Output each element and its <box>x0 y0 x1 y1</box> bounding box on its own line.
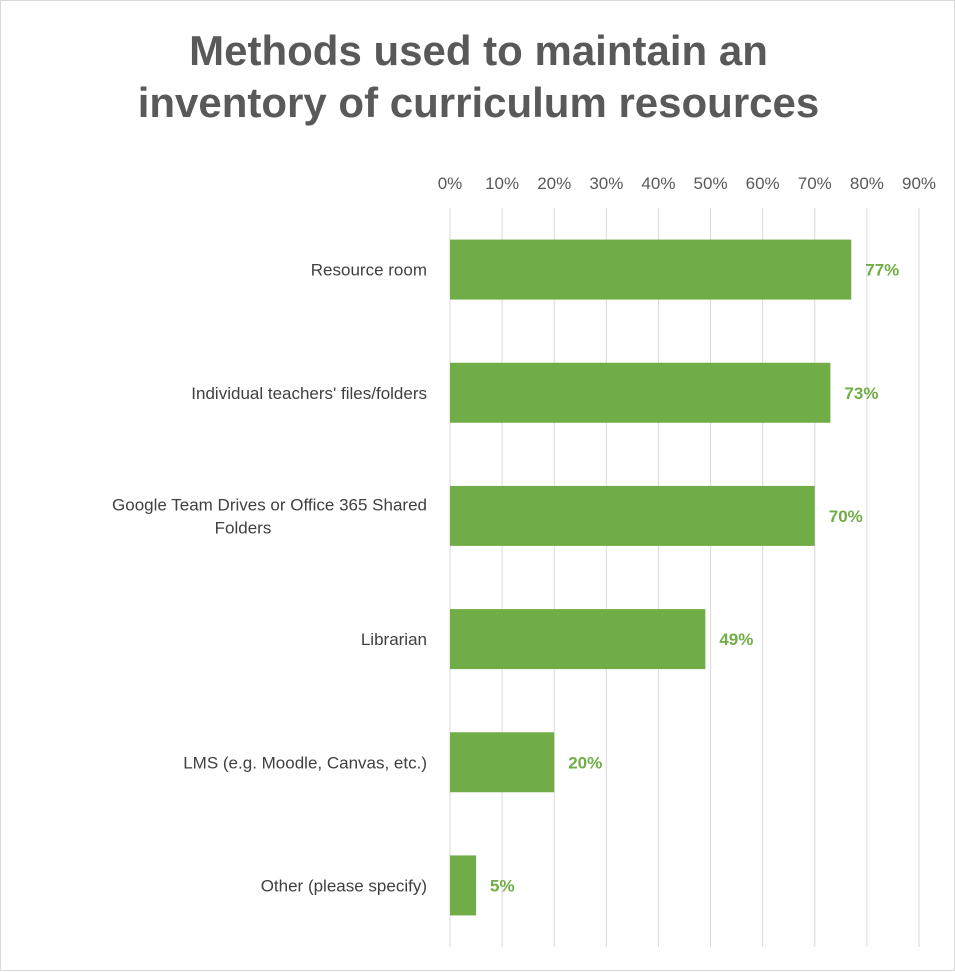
category-label: Other (please specify) <box>261 876 427 895</box>
category-label: Google Team Drives or Office 365 Shared <box>112 495 427 514</box>
gridlines <box>450 208 919 947</box>
category-label: LMS (e.g. Moodle, Canvas, etc.) <box>183 753 427 772</box>
category-label: Librarian <box>361 630 427 649</box>
bar <box>450 240 851 300</box>
x-tick-label: 20% <box>537 174 571 193</box>
x-tick-label: 30% <box>589 174 623 193</box>
category-labels: Resource room Individual teachers' files/… <box>112 261 427 896</box>
x-tick-label: 70% <box>798 174 832 193</box>
x-tick-label: 80% <box>850 174 884 193</box>
data-label: 20% <box>568 753 602 772</box>
data-label: 70% <box>829 507 863 526</box>
x-tick-label: 60% <box>746 174 780 193</box>
x-tick-label: 10% <box>485 174 519 193</box>
x-tick-label: 40% <box>641 174 675 193</box>
x-axis-ticks: 0% 10% 20% 30% 40% 50% 60% 70% 80% 90% <box>438 174 936 193</box>
data-label: 73% <box>844 384 878 403</box>
category-label: Individual teachers' files/folders <box>191 384 427 403</box>
bar <box>450 855 476 915</box>
bar <box>450 732 554 792</box>
bar <box>450 609 705 669</box>
data-labels: 77% 73% 70% 49% 20% 5% <box>490 261 899 896</box>
bar <box>450 486 815 546</box>
x-tick-label: 90% <box>902 174 936 193</box>
bars <box>450 240 851 916</box>
x-tick-label: 0% <box>438 174 463 193</box>
data-label: 77% <box>865 261 899 280</box>
category-label: Resource room <box>311 261 427 280</box>
x-tick-label: 50% <box>694 174 728 193</box>
category-label: Folders <box>215 518 272 537</box>
data-label: 49% <box>719 630 753 649</box>
bar <box>450 363 830 423</box>
data-label: 5% <box>490 876 515 895</box>
